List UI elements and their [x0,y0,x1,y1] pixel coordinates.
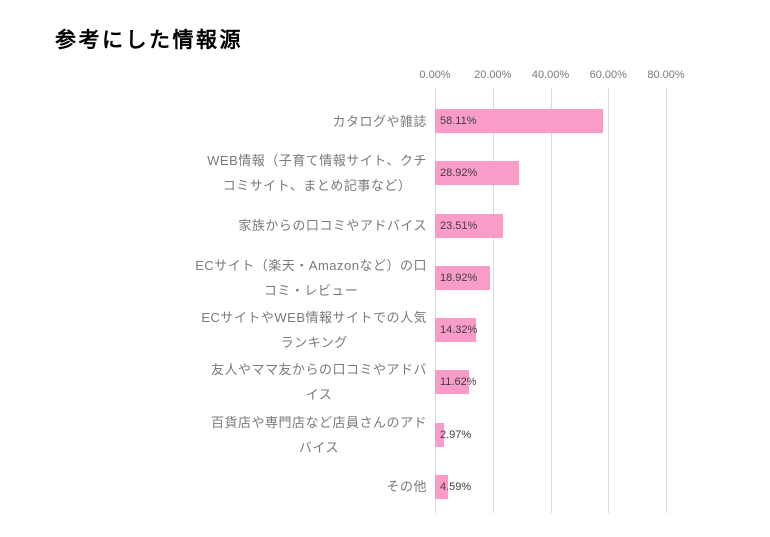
category-label: 友人やママ友からの口コミやアドバ イス [0,356,435,408]
x-axis-tick-label: 40.00% [531,69,570,81]
category-label-text: WEB情報（子育て情報サイト、クチ コミサイト、まとめ記事など） [207,153,427,194]
bar-track: 14.32% [435,304,770,356]
x-axis-tick-label: 60.00% [589,69,627,81]
category-label: ECサイト（楽天・Amazonなど）の口 コミ・レビュー [0,252,435,304]
bar [435,318,477,343]
bar-track: 28.92% [435,147,770,199]
bar [435,265,490,290]
bar-track: 23.51% [435,200,770,252]
category-label: その他 [0,461,435,513]
value-label: 14.32% [440,324,478,337]
bar-track: 11.62% [435,356,770,408]
x-axis-tick-label: 0.00% [419,69,451,81]
value-label: 28.92% [440,167,478,180]
bar [435,213,503,238]
x-axis-tick-label: 20.00% [474,69,512,81]
x-axis-tick-label: 80.00% [647,69,685,81]
bar-track: 4.59% [435,461,770,513]
category-label-text: カタログや雑誌 [332,113,427,129]
bar [435,422,444,447]
value-label: 23.51% [440,219,478,232]
category-label: 百貨店や専門店など店員さんのアド バイス [0,409,435,461]
category-label-text: ECサイトやWEB情報サイトでの人気 ランキング [201,310,427,351]
chart-row: その他 4.59% [0,461,770,513]
bar [435,370,469,395]
chart-row: ECサイト（楽天・Amazonなど）の口 コミ・レビュー 18.92% [0,252,770,304]
category-label: 家族からの口コミやアドバイス [0,200,435,252]
category-label-text: 友人やママ友からの口コミやアドバ イス [210,362,427,403]
gridline [435,88,436,513]
value-label: 11.62% [440,376,477,389]
bar-track: 2.97% [435,409,770,461]
category-label-text: その他 [386,479,427,495]
value-label: 18.92% [440,271,478,284]
chart-row: 百貨店や専門店など店員さんのアド バイス 2.97% [0,409,770,461]
category-label: ECサイトやWEB情報サイトでの人気 ランキング [0,304,435,356]
chart-row: ECサイトやWEB情報サイトでの人気 ランキング 14.32% [0,304,770,356]
chart-row: カタログや雑誌 58.11% [0,95,770,147]
category-label-text: ECサイト（楽天・Amazonなど）の口 コミ・レビュー [195,257,427,298]
bar-track: 18.92% [435,252,770,304]
gridline [492,88,494,513]
category-label-text: 家族からの口コミやアドバイス [238,218,427,234]
bar [435,161,519,186]
gridline [550,88,552,513]
bar [435,109,603,134]
bar-rows: カタログや雑誌 58.11% WEB情報（子育て情報サイト、クチ コミサイト、まとめ… [0,95,770,513]
category-label-text: 百貨店や専門店など店員さんのアド バイス [210,414,427,455]
chart-row: WEB情報（子育て情報サイト、クチ コミサイト、まとめ記事など） 28.92% [0,147,770,199]
value-label: 2.97% [440,428,472,441]
category-label: カタログや雑誌 [0,95,435,147]
bar-track: 58.11% [435,95,770,147]
value-label: 58.11% [440,115,477,128]
gridline [608,88,610,513]
chart-title: 参考にした情報源 [55,29,243,52]
value-label: 4.59% [440,480,472,493]
chart-row: 家族からの口コミやアドバイス 23.51% [0,200,770,252]
chart-row: 友人やママ友からの口コミやアドバ イス 11.62% [0,356,770,408]
gridline [666,88,667,513]
bar [435,474,449,499]
category-label: WEB情報（子育て情報サイト、クチ コミサイト、まとめ記事など） [0,147,435,199]
